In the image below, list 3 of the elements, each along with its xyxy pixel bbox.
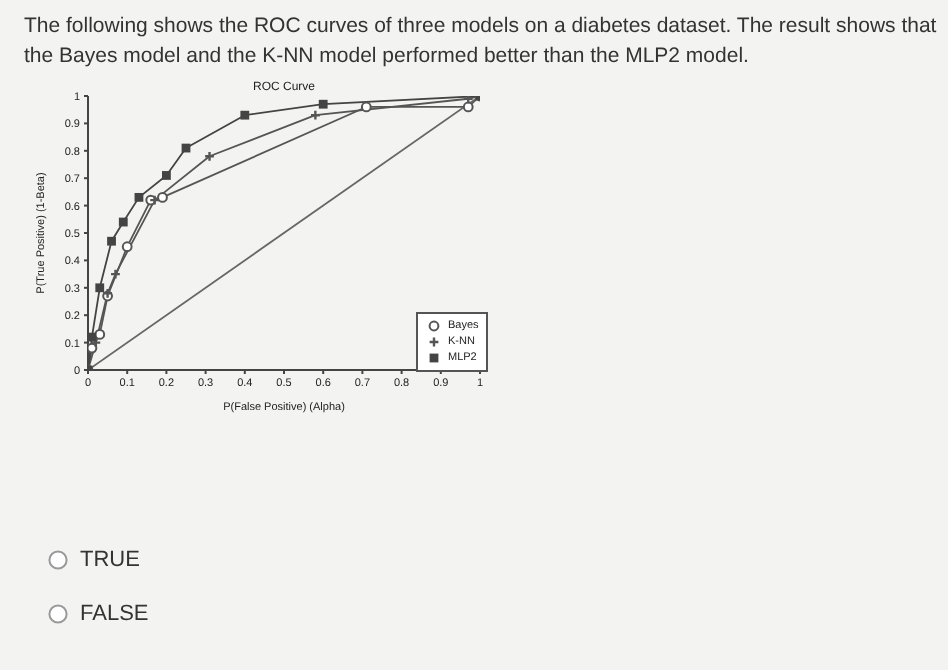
text: FALSE: [80, 602, 149, 626]
text: The following shows the ROC curves of three models on a diabetes dataset. The result shows that the Bayes model and the K-NN model performed better than the MLP2 model.: [24, 12, 939, 72]
text: TRUE: [80, 548, 140, 572]
